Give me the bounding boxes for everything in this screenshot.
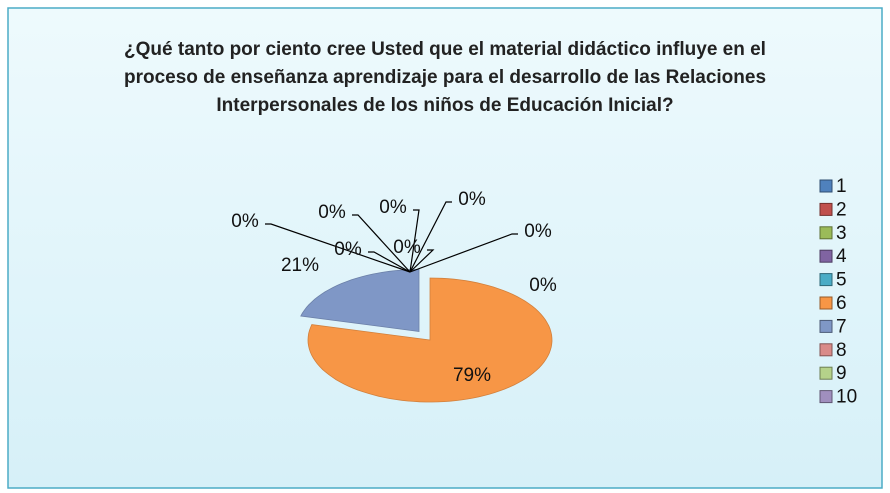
legend-label: 5 [836,270,847,291]
legend-label: 1 [836,176,847,197]
data-label: 0% [231,211,259,232]
legend-swatch [819,249,833,263]
data-label: 0% [318,202,346,223]
legend-label: 4 [836,246,847,267]
legend-swatch [819,226,833,240]
legend-swatch [819,273,833,287]
leader-line [352,214,411,273]
leader-line [409,209,420,273]
legend-swatch [819,319,833,333]
legend-label: 8 [836,340,847,361]
legend-swatch [819,296,833,310]
data-label: 0% [393,237,421,258]
leader-line [265,223,411,273]
legend-label: 7 [836,316,847,337]
chart-title: ¿Qué tanto por ciento cree Usted que el … [123,39,767,116]
leader-line [368,251,411,273]
data-label: 0% [379,197,407,218]
legend-label: 3 [836,223,847,244]
leader-line [409,249,435,273]
slice [307,277,553,403]
chart-background [7,7,883,489]
legend-swatch [819,390,833,404]
data-label: 0% [529,275,557,296]
legend-label: 2 [836,199,847,220]
legend-swatch [819,343,833,357]
data-label: 0% [334,239,362,260]
leader-line [409,201,452,273]
legend-swatch [819,366,833,380]
data-label: 79% [453,365,491,386]
legend-swatch [819,179,833,193]
leader-line [409,233,518,273]
legend-label: 10 [836,387,857,408]
data-label: 0% [524,221,552,242]
legend-swatch [819,202,833,216]
legend-label: 6 [836,293,847,314]
data-label: 0% [458,189,486,210]
data-label: 21% [281,255,319,276]
legend-label: 9 [836,363,847,384]
slice [300,269,420,332]
